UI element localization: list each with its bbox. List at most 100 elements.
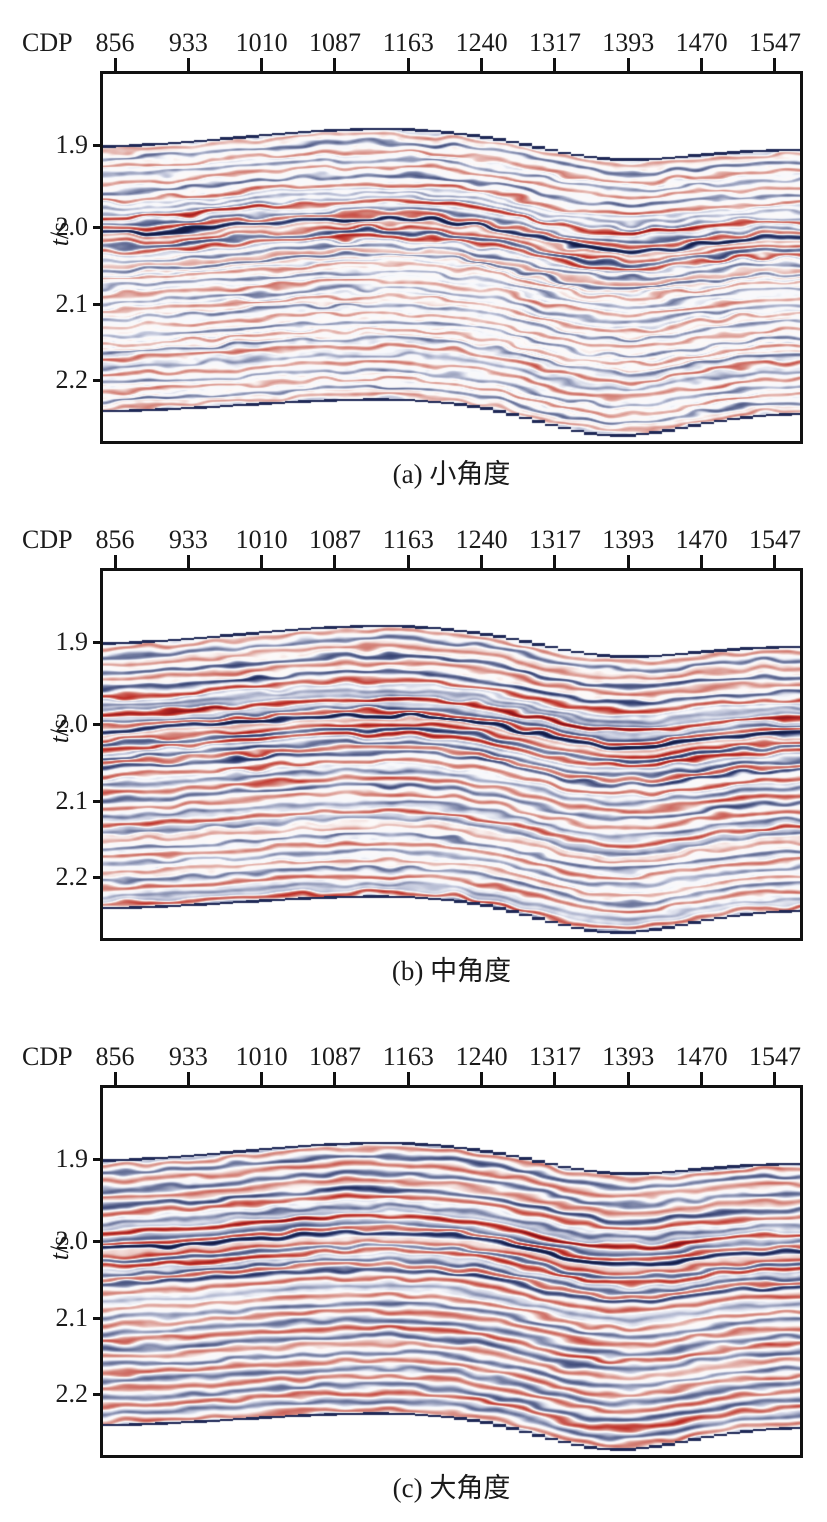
cdp-axis-label: CDP [22, 28, 73, 57]
cdp-tick-label: 1393 [602, 28, 655, 57]
cdp-tick-label: 933 [168, 525, 208, 554]
panel-caption: (c) 大角度 [392, 1473, 511, 1503]
cdp-tick-mark [260, 58, 264, 71]
time-tick-label: 2.2 [55, 365, 89, 394]
cdp-tick-label: 1087 [308, 525, 361, 554]
cdp-tick-mark [406, 555, 410, 568]
cdp-tick-label: 1163 [382, 1042, 434, 1071]
cdp-axis-label: CDP [22, 525, 73, 554]
cdp-tick-mark [700, 1072, 704, 1085]
cdp-tick-mark [700, 58, 704, 71]
cdp-tick-mark [773, 1072, 777, 1085]
cdp-tick-mark [773, 555, 777, 568]
cdp-tick-mark [626, 58, 630, 71]
cdp-tick-mark [333, 1072, 337, 1085]
time-tick-label: 1.9 [55, 130, 89, 159]
cdp-tick-mark [333, 58, 337, 71]
time-tick-mark [93, 640, 103, 644]
cdp-axis-label: CDP [22, 1042, 73, 1071]
cdp-tick-label: 1010 [235, 1042, 288, 1071]
cdp-tick-mark [480, 58, 484, 71]
panel-caption: (a) 小角度 [392, 459, 511, 489]
time-tick-mark [93, 1392, 103, 1396]
cdp-tick-mark [773, 58, 777, 71]
cdp-tick-mark [553, 1072, 557, 1085]
cdp-tick-mark [186, 555, 190, 568]
cdp-tick-label: 1470 [675, 1042, 728, 1071]
cdp-tick-mark [553, 555, 557, 568]
cdp-tick-mark [626, 1072, 630, 1085]
time-tick-label: 2.2 [55, 1379, 89, 1408]
cdp-tick-mark [553, 58, 557, 71]
time-tick-label: 2.0 [55, 1226, 89, 1255]
cdp-tick-label: 1393 [602, 525, 655, 554]
cdp-tick-label: 1317 [528, 28, 581, 57]
cdp-tick-mark [700, 555, 704, 568]
cdp-tick-mark [113, 1072, 117, 1085]
time-tick-mark [93, 875, 103, 879]
cdp-tick-label: 1163 [382, 525, 434, 554]
cdp-tick-label: 1087 [308, 1042, 361, 1071]
time-tick-mark [93, 1239, 103, 1243]
cdp-tick-label: 1547 [748, 1042, 801, 1071]
cdp-tick-label: 1240 [455, 525, 508, 554]
panel-caption: (b) 中角度 [391, 956, 512, 986]
time-tick-label: 1.9 [55, 1144, 89, 1173]
cdp-tick-mark [113, 555, 117, 568]
cdp-tick-label: 1317 [528, 1042, 581, 1071]
time-tick-mark [93, 1316, 103, 1320]
seismic-section-canvas [103, 1088, 800, 1455]
plot-frame [100, 1085, 803, 1458]
cdp-tick-label: 1010 [235, 525, 288, 554]
cdp-tick-mark [333, 555, 337, 568]
time-tick-mark [93, 378, 103, 382]
cdp-tick-mark [260, 555, 264, 568]
time-tick-mark [93, 722, 103, 726]
cdp-tick-label: 856 [95, 1042, 135, 1071]
seismic-panel-b: CDP 856 933 1010 1087 1163 1240 1317 1393 1470 15… [0, 525, 827, 1022]
cdp-tick-label: 1240 [455, 28, 508, 57]
cdp-tick-label: 856 [95, 525, 135, 554]
cdp-tick-label: 1163 [382, 28, 434, 57]
cdp-tick-label: 1317 [528, 525, 581, 554]
cdp-tick-mark [406, 58, 410, 71]
cdp-tick-mark [260, 1072, 264, 1085]
cdp-tick-mark [480, 555, 484, 568]
cdp-tick-mark [406, 1072, 410, 1085]
time-tick-label: 1.9 [55, 627, 89, 656]
cdp-tick-label: 856 [95, 28, 135, 57]
seismic-panel-a: CDP 856 933 1010 1087 1163 1240 1317 1393 1470 15… [0, 28, 827, 525]
time-tick-label: 2.1 [55, 289, 89, 318]
cdp-tick-label: 933 [168, 1042, 208, 1071]
time-tick-label: 2.0 [55, 709, 89, 738]
cdp-tick-mark [113, 58, 117, 71]
time-tick-mark [93, 799, 103, 803]
time-tick-mark [93, 225, 103, 229]
seismic-section-canvas [103, 74, 800, 441]
time-tick-mark [93, 1157, 103, 1161]
plot-frame [100, 71, 803, 444]
time-tick-label: 2.2 [55, 862, 89, 891]
cdp-tick-label: 1393 [602, 1042, 655, 1071]
cdp-tick-mark [480, 1072, 484, 1085]
seismic-section-canvas [103, 571, 800, 938]
time-tick-label: 2.0 [55, 212, 89, 241]
time-tick-mark [93, 143, 103, 147]
cdp-tick-label: 1010 [235, 28, 288, 57]
cdp-tick-label: 1240 [455, 1042, 508, 1071]
time-tick-label: 2.1 [55, 1303, 89, 1332]
cdp-tick-label: 1547 [748, 28, 801, 57]
cdp-tick-mark [626, 555, 630, 568]
cdp-tick-label: 1087 [308, 28, 361, 57]
time-tick-mark [93, 302, 103, 306]
cdp-tick-label: 1470 [675, 28, 728, 57]
cdp-tick-mark [186, 58, 190, 71]
cdp-tick-mark [186, 1072, 190, 1085]
plot-frame [100, 568, 803, 941]
cdp-tick-label: 1470 [675, 525, 728, 554]
seismic-panel-c: CDP 856 933 1010 1087 1163 1240 1317 1393 1470 15… [0, 1042, 827, 1522]
time-tick-label: 2.1 [55, 786, 89, 815]
cdp-tick-label: 1547 [748, 525, 801, 554]
cdp-tick-label: 933 [168, 28, 208, 57]
